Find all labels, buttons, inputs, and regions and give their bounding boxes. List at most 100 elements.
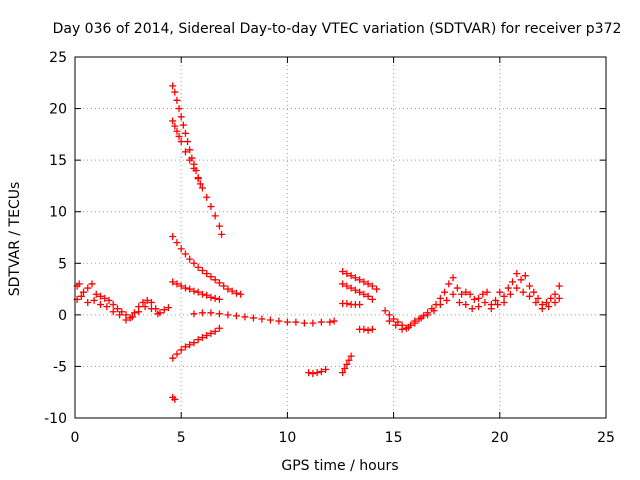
data-point-11-2 [347, 272, 355, 280]
data-point-11-5 [360, 278, 368, 286]
data-point-15-33 [521, 272, 529, 280]
data-point-5-6 [194, 288, 202, 296]
series-6 [190, 309, 338, 327]
data-point-11-1 [343, 270, 351, 278]
data-point-4-3 [181, 250, 189, 258]
data-point-7-3 [181, 343, 189, 351]
data-point-12-1 [343, 282, 351, 290]
data-point-4-4 [186, 255, 194, 263]
y-tick-label--10: -10 [44, 411, 67, 427]
y-tick-label-0: 0 [58, 308, 67, 324]
data-point-0-5 [92, 290, 100, 298]
data-point-1-11 [141, 303, 149, 311]
series-13 [339, 300, 364, 309]
data-point-1-13 [154, 310, 162, 318]
data-point-16-1 [392, 321, 400, 329]
data-point-16-14 [475, 303, 483, 311]
data-point-6-0 [190, 310, 198, 318]
data-point-12-2 [347, 284, 355, 292]
data-point-6-7 [249, 314, 257, 322]
data-point-16-19 [506, 290, 514, 298]
data-point-5-2 [177, 282, 185, 290]
data-point-15-30 [509, 278, 517, 286]
data-point-6-12 [292, 318, 300, 326]
data-point-7-7 [198, 334, 206, 342]
series-8 [169, 393, 179, 403]
data-point-3-0 [169, 117, 177, 125]
data-point-3-5 [181, 148, 189, 156]
data-point-2-0 [169, 82, 177, 90]
data-point-15-29 [504, 284, 512, 292]
data-point-6-5 [232, 312, 240, 320]
data-point-1-8 [122, 316, 130, 324]
data-point-1-2 [84, 298, 92, 306]
data-point-9-3 [317, 368, 325, 376]
data-point-3-13 [215, 222, 223, 230]
data-point-1-10 [135, 308, 143, 316]
data-point-16-21 [519, 288, 527, 296]
data-point-6-10 [275, 317, 283, 325]
data-point-0-22 [164, 304, 172, 312]
data-point-10-3 [345, 356, 353, 364]
y-tick-label-5: 5 [58, 256, 67, 272]
x-tick-label-20: 20 [491, 430, 509, 446]
data-point-5-8 [203, 291, 211, 299]
data-point-14-1 [360, 325, 368, 333]
data-point-6-11 [283, 318, 291, 326]
data-points [73, 82, 563, 403]
data-point-15-26 [492, 296, 500, 304]
data-point-5-10 [211, 294, 219, 302]
data-point-3-9 [198, 184, 206, 192]
data-point-0-9 [109, 301, 117, 309]
data-point-3-11 [207, 203, 215, 211]
data-point-0-4 [88, 280, 96, 288]
data-point-15-27 [496, 288, 504, 296]
series-5 [169, 278, 223, 303]
x-tick-label-5: 5 [177, 430, 186, 446]
data-point-5-3 [181, 284, 189, 292]
data-point-9-1 [309, 370, 317, 378]
data-point-9-0 [305, 369, 313, 377]
data-point-3-14 [218, 230, 226, 238]
data-point-16-22 [526, 292, 534, 300]
series-10 [339, 352, 355, 377]
data-point-4-2 [177, 245, 185, 253]
data-point-4-7 [198, 267, 206, 275]
y-tick-label--5: -5 [53, 359, 67, 375]
x-tick-label-15: 15 [385, 430, 403, 446]
data-point-15-0 [381, 307, 389, 315]
data-point-3-3 [175, 132, 183, 140]
y-tick-label-10: 10 [49, 205, 67, 221]
data-point-11-7 [368, 282, 376, 290]
data-point-6-15 [317, 318, 325, 326]
data-point-2-4 [177, 113, 185, 121]
data-point-0-1 [75, 280, 83, 288]
data-point-6-8 [258, 315, 266, 323]
data-point-4-10 [211, 276, 219, 284]
data-point-7-10 [211, 327, 219, 335]
data-point-15-40 [551, 290, 559, 298]
data-point-4-12 [220, 282, 228, 290]
data-point-15-24 [483, 288, 491, 296]
x-tick-label-25: 25 [597, 430, 615, 446]
series-12 [339, 280, 376, 303]
data-point-3-7 [190, 164, 198, 172]
data-point-16-5 [417, 314, 425, 322]
data-point-2-8 [186, 146, 194, 154]
data-point-13-1 [343, 300, 351, 308]
y-tick-label-15: 15 [49, 153, 67, 169]
data-point-4-14 [228, 287, 236, 295]
series-9 [305, 366, 330, 378]
data-point-0-6 [96, 292, 104, 300]
data-point-1-3 [90, 296, 98, 304]
x-axis-label: GPS time / hours [281, 458, 398, 474]
data-point-2-6 [181, 129, 189, 137]
data-point-16-20 [513, 284, 521, 292]
x-tick-label-10: 10 [278, 430, 296, 446]
data-point-5-9 [207, 293, 215, 301]
data-point-15-13 [436, 294, 444, 302]
data-point-16-0 [385, 317, 393, 325]
data-point-0-21 [160, 306, 168, 314]
data-point-10-0 [339, 369, 347, 377]
